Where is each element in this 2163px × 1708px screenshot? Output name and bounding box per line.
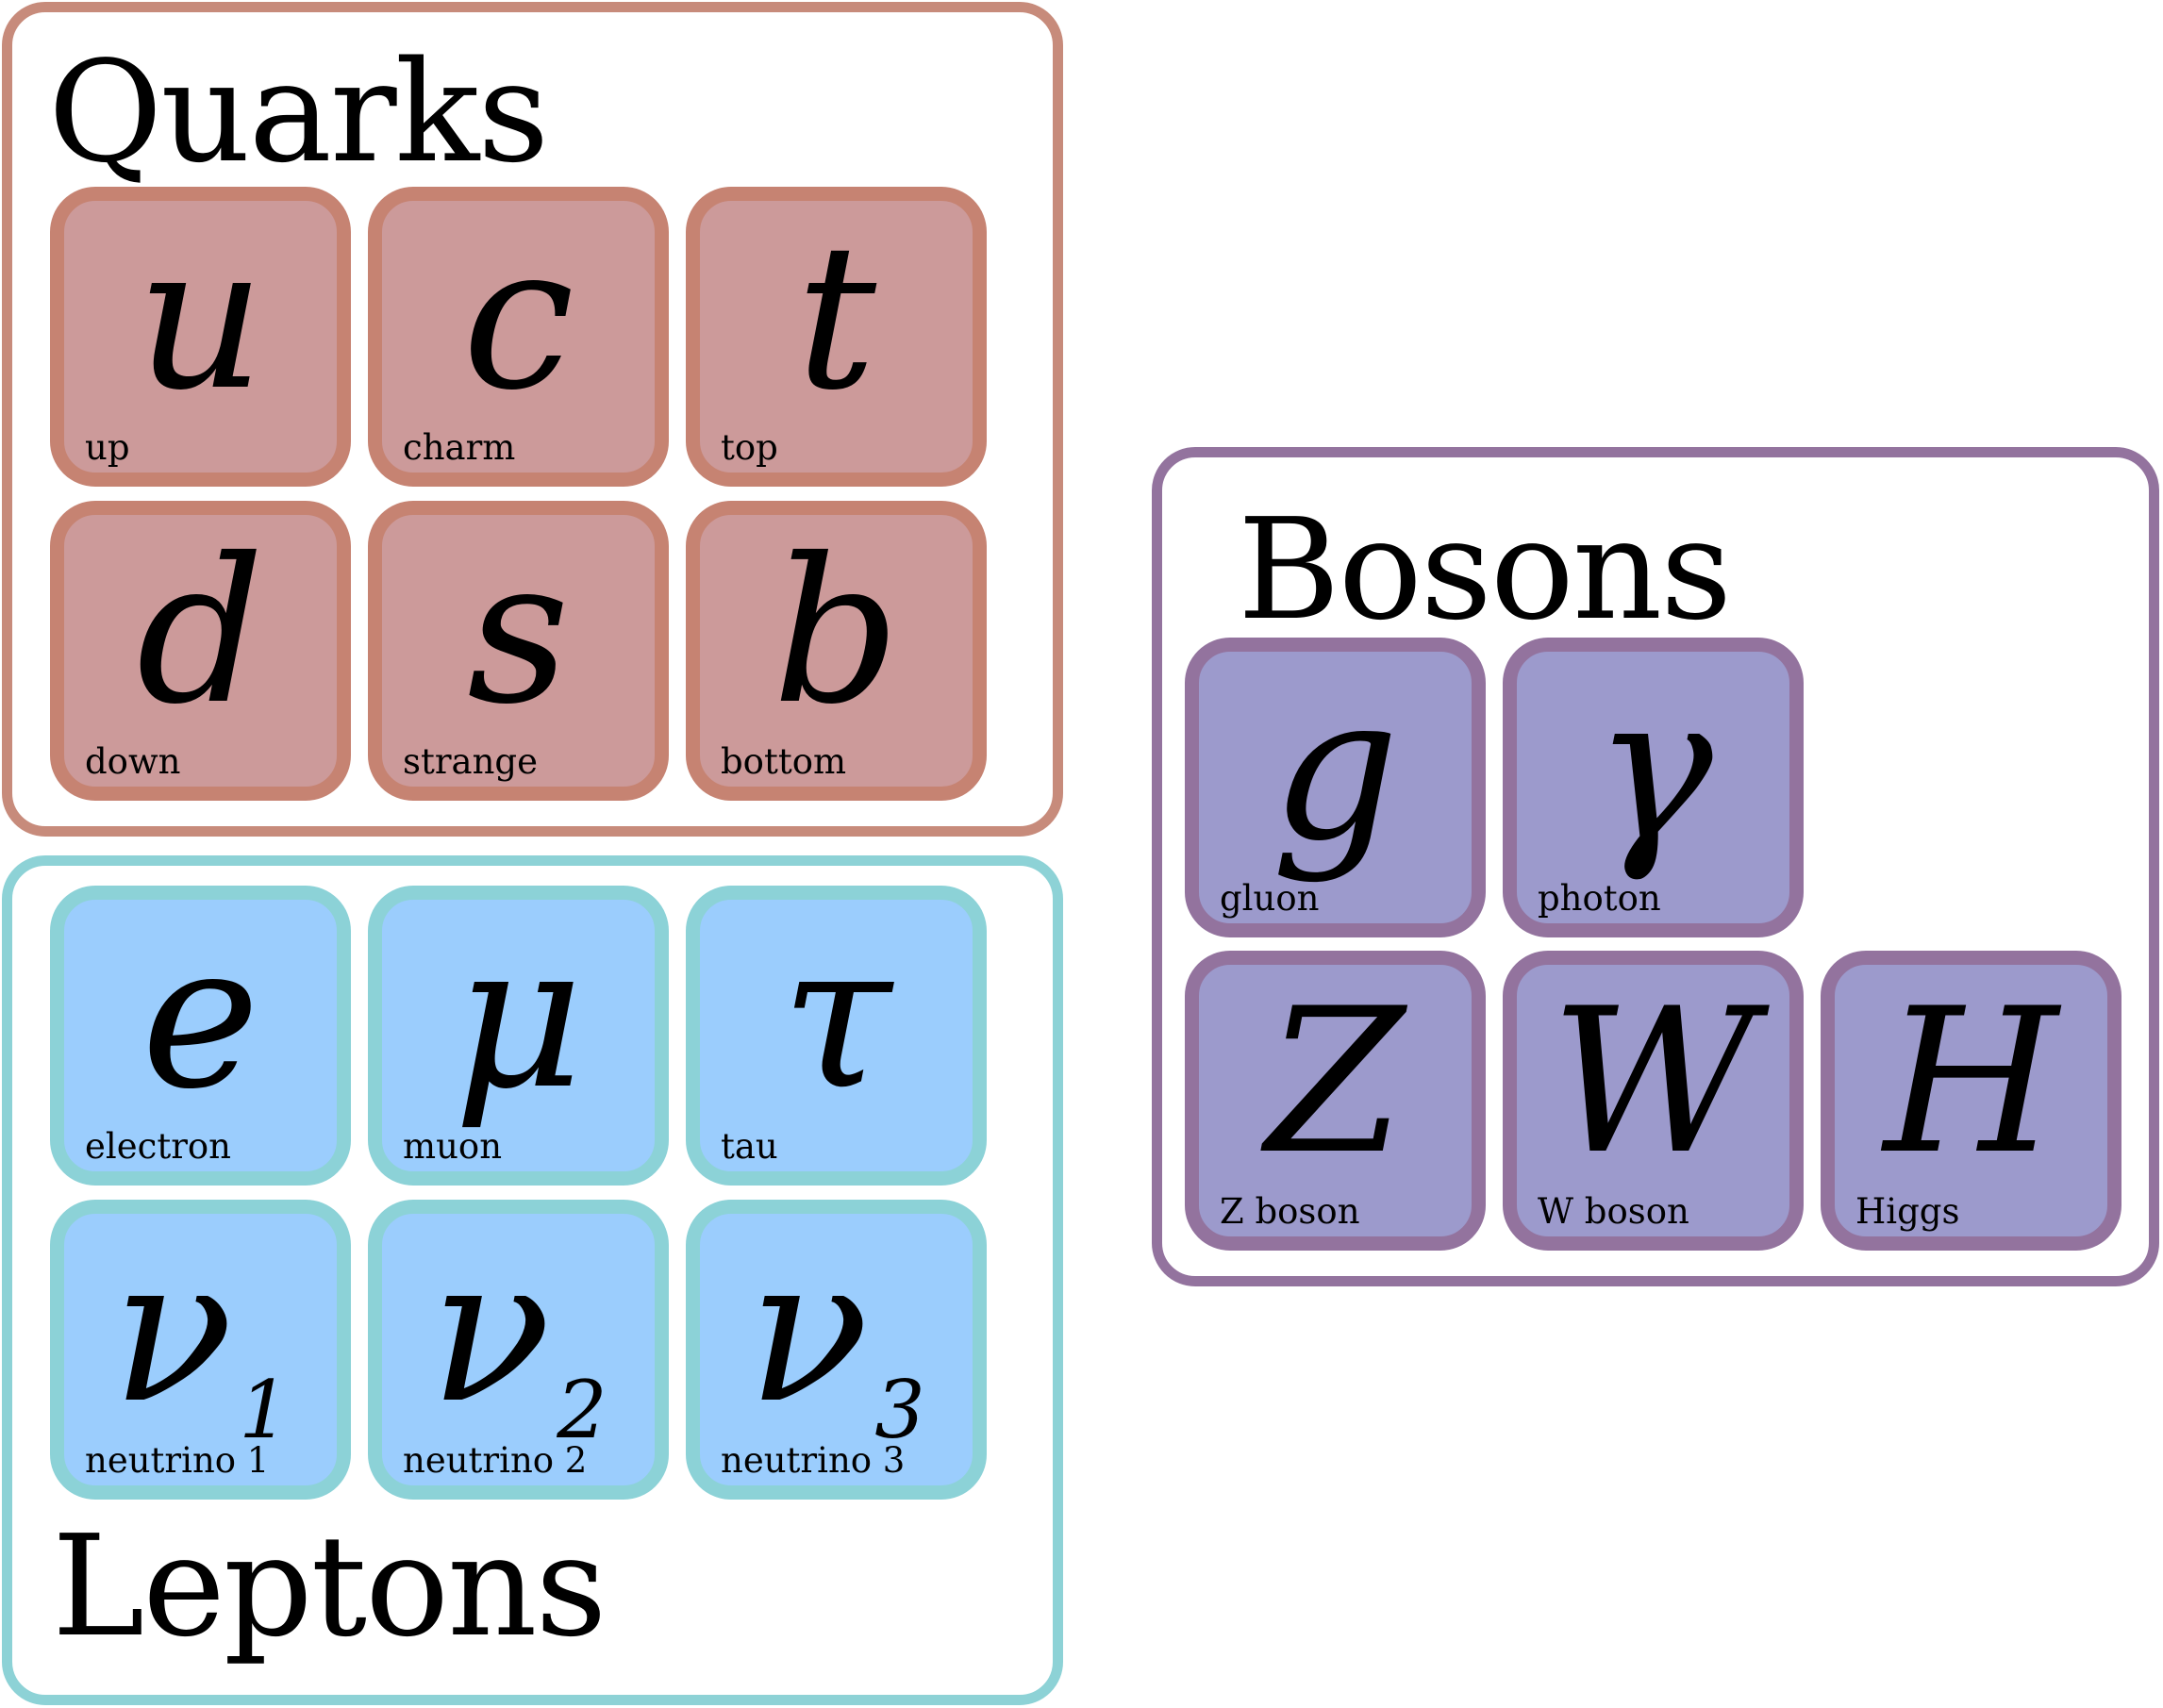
- particle-symbol: g: [1271, 652, 1400, 885]
- particle-symbol: t: [795, 201, 877, 434]
- particle-name: muon: [403, 1126, 503, 1167]
- particle-symbol-main: ν: [429, 1214, 552, 1447]
- bosons-panel: Bosons g gluon γ photon Z Z boson W W bo…: [1152, 447, 2159, 1286]
- particle-tile-muon[interactable]: μ muon: [368, 886, 669, 1186]
- particle-symbol: ν2: [382, 1231, 655, 1451]
- particle-tile-down[interactable]: d down: [50, 501, 351, 801]
- particle-symbol: e: [141, 900, 260, 1133]
- particle-symbol: ν3: [700, 1231, 973, 1451]
- particle-symbol: u: [136, 201, 265, 434]
- particle-tile-tau[interactable]: τ tau: [686, 886, 987, 1186]
- particle-symbol: μ: [453, 900, 584, 1133]
- particle-tile-strange[interactable]: s strange: [368, 501, 669, 801]
- leptons-panel: e electron μ muon τ tau ν1 neutrino 1 ν2…: [2, 855, 1063, 1705]
- particle-name: strange: [403, 741, 539, 782]
- particle-tile-neutrino-2[interactable]: ν2 neutrino 2: [368, 1200, 669, 1500]
- particle-name: top: [721, 427, 778, 468]
- particle-name: up: [85, 427, 130, 468]
- particle-symbol: γ: [1593, 652, 1713, 885]
- particle-symbol-subscript: 3: [874, 1364, 925, 1456]
- particle-symbol: τ: [780, 900, 892, 1133]
- particle-tile-bottom[interactable]: b bottom: [686, 501, 987, 801]
- particle-name: neutrino 3: [721, 1440, 906, 1481]
- particle-symbol-subscript: 1: [239, 1364, 290, 1456]
- particle-name: gluon: [1220, 878, 1320, 919]
- particle-tile-top[interactable]: t top: [686, 187, 987, 487]
- particle-name: neutrino 1: [85, 1440, 270, 1481]
- particle-tile-z-boson[interactable]: Z Z boson: [1185, 951, 1486, 1251]
- particle-tile-neutrino-3[interactable]: ν3 neutrino 3: [686, 1200, 987, 1500]
- particle-symbol: W: [1550, 965, 1756, 1198]
- particle-name: tau: [721, 1126, 778, 1167]
- particle-tile-gluon[interactable]: g gluon: [1185, 638, 1486, 937]
- particle-name: W boson: [1538, 1191, 1689, 1232]
- particle-tile-photon[interactable]: γ photon: [1503, 638, 1804, 937]
- particle-symbol: d: [136, 515, 265, 748]
- particle-symbol: Z: [1265, 965, 1406, 1198]
- particle-name: Higgs: [1855, 1191, 1960, 1232]
- particle-name: electron: [85, 1126, 232, 1167]
- particle-tile-neutrino-1[interactable]: ν1 neutrino 1: [50, 1200, 351, 1500]
- particle-name: down: [85, 741, 181, 782]
- particle-tile-higgs[interactable]: H Higgs: [1821, 951, 2121, 1251]
- particle-name: bottom: [721, 741, 847, 782]
- particle-tile-w-boson[interactable]: W W boson: [1503, 951, 1804, 1251]
- particle-symbol: H: [1884, 965, 2058, 1198]
- particle-tile-electron[interactable]: e electron: [50, 886, 351, 1186]
- particle-name: neutrino 2: [403, 1440, 588, 1481]
- particle-symbol: ν1: [64, 1231, 337, 1451]
- particle-symbol: c: [462, 201, 574, 434]
- particle-symbol-main: ν: [747, 1214, 870, 1447]
- particle-symbol-subscript: 2: [557, 1364, 607, 1456]
- quarks-title: Quarks: [48, 31, 549, 193]
- leptons-title: Leptons: [52, 1505, 607, 1667]
- particle-tile-charm[interactable]: c charm: [368, 187, 669, 487]
- particle-name: charm: [403, 427, 516, 468]
- particle-symbol: b: [772, 515, 901, 748]
- particle-symbol: s: [467, 515, 570, 748]
- particle-name: Z boson: [1220, 1191, 1360, 1232]
- particle-symbol-main: ν: [111, 1214, 234, 1447]
- particle-tile-up[interactable]: u up: [50, 187, 351, 487]
- quarks-panel: Quarks u up c charm t top d down s stran…: [2, 2, 1063, 837]
- bosons-title: Bosons: [1238, 489, 1732, 651]
- particle-name: photon: [1538, 878, 1661, 919]
